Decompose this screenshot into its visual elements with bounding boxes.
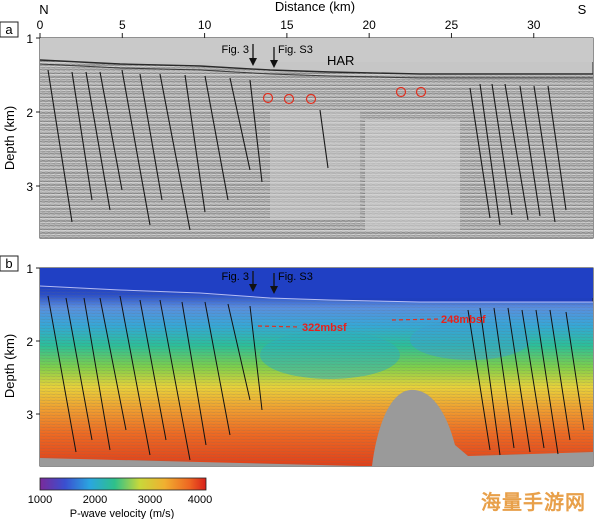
panel-a-sample-markers [262,86,427,105]
top-axis-tick-label: 5 [119,18,126,32]
panel-a-figs3-label: Fig. S3 [278,44,313,56]
panel-b-322-dash [257,325,301,328]
top-axis-tick-label: 30 [527,18,541,32]
panel-b-tag-box [0,255,19,272]
colorbar-tick-4000: 4000 [188,494,212,506]
top-axis-tick-label: 25 [445,18,459,32]
panel-a-figs3-arrow [270,47,278,68]
panel-b-fig3-label: Fig. 3 [221,271,249,283]
panel-b-gray-mound [40,389,593,466]
panel-a-tag: a [5,22,13,37]
top-axis-tick-label: 0 [37,18,44,32]
colorbar-label: P-wave velocity (m/s) [70,508,175,519]
panel-a-ytick-1: 1 [26,32,33,46]
panel-b: b Depth (km) 1 2 3 Fig. 3 Fig. S3 322mbs… [0,255,594,467]
top-axis-label: Distance (km) [275,0,355,14]
panel-b-ytick-2: 2 [26,335,33,349]
top-axis-tick-label: 15 [280,18,294,32]
north-label: N [39,2,48,17]
panel-b-annotation-322: 322mbsf [302,322,347,334]
colorbar-tick-1000: 1000 [28,494,52,506]
panel-b-yticks: 1 2 3 [26,262,40,422]
watermark: 海量手游网 [481,490,586,514]
panel-a-ytick-2: 2 [26,106,33,120]
panel-b-ytick-1: 1 [26,262,33,276]
panel-b-figs3-label: Fig. S3 [278,271,313,283]
panel-b-248-dash [391,318,441,321]
panel-b-faults [47,295,585,461]
colorbar: 1000 2000 3000 4000 P-wave velocity (m/s… [28,477,212,519]
panel-a-ylabel: Depth (km) [2,106,17,170]
panel-b-figs3-arrow [270,273,278,294]
panel-b-ylabel: Depth (km) [2,334,17,398]
panel-b-ytick-3: 3 [26,408,33,422]
panel-a-har-label: HAR [327,53,354,68]
south-label: S [578,2,587,17]
panel-b-fig3-arrow [249,271,257,292]
panel-b-annotation-248: 248mbsf [441,314,486,326]
panel-a-ytick-3: 3 [26,180,33,194]
panel-a-faults [47,69,567,231]
top-axis-ticks: 0 5 10 15 20 25 30 [37,18,541,38]
panel-a-tag-box [0,21,19,38]
colorbar-tick-3000: 3000 [138,494,162,506]
panel-a-fig3-arrow [249,44,257,66]
top-axis-tick-label: 10 [198,18,212,32]
colorbar-tick-2000: 2000 [83,494,107,506]
panel-a-fig3-label: Fig. 3 [221,44,249,56]
panel-a: a Depth (km) 1 2 3 Fig. 3 Fig. S3 HAR [0,21,594,239]
colorbar-gradient [39,477,207,491]
panel-a-yticks: 1 2 3 [26,32,40,194]
top-axis-tick-label: 20 [362,18,376,32]
panel-b-tag: b [5,256,12,271]
